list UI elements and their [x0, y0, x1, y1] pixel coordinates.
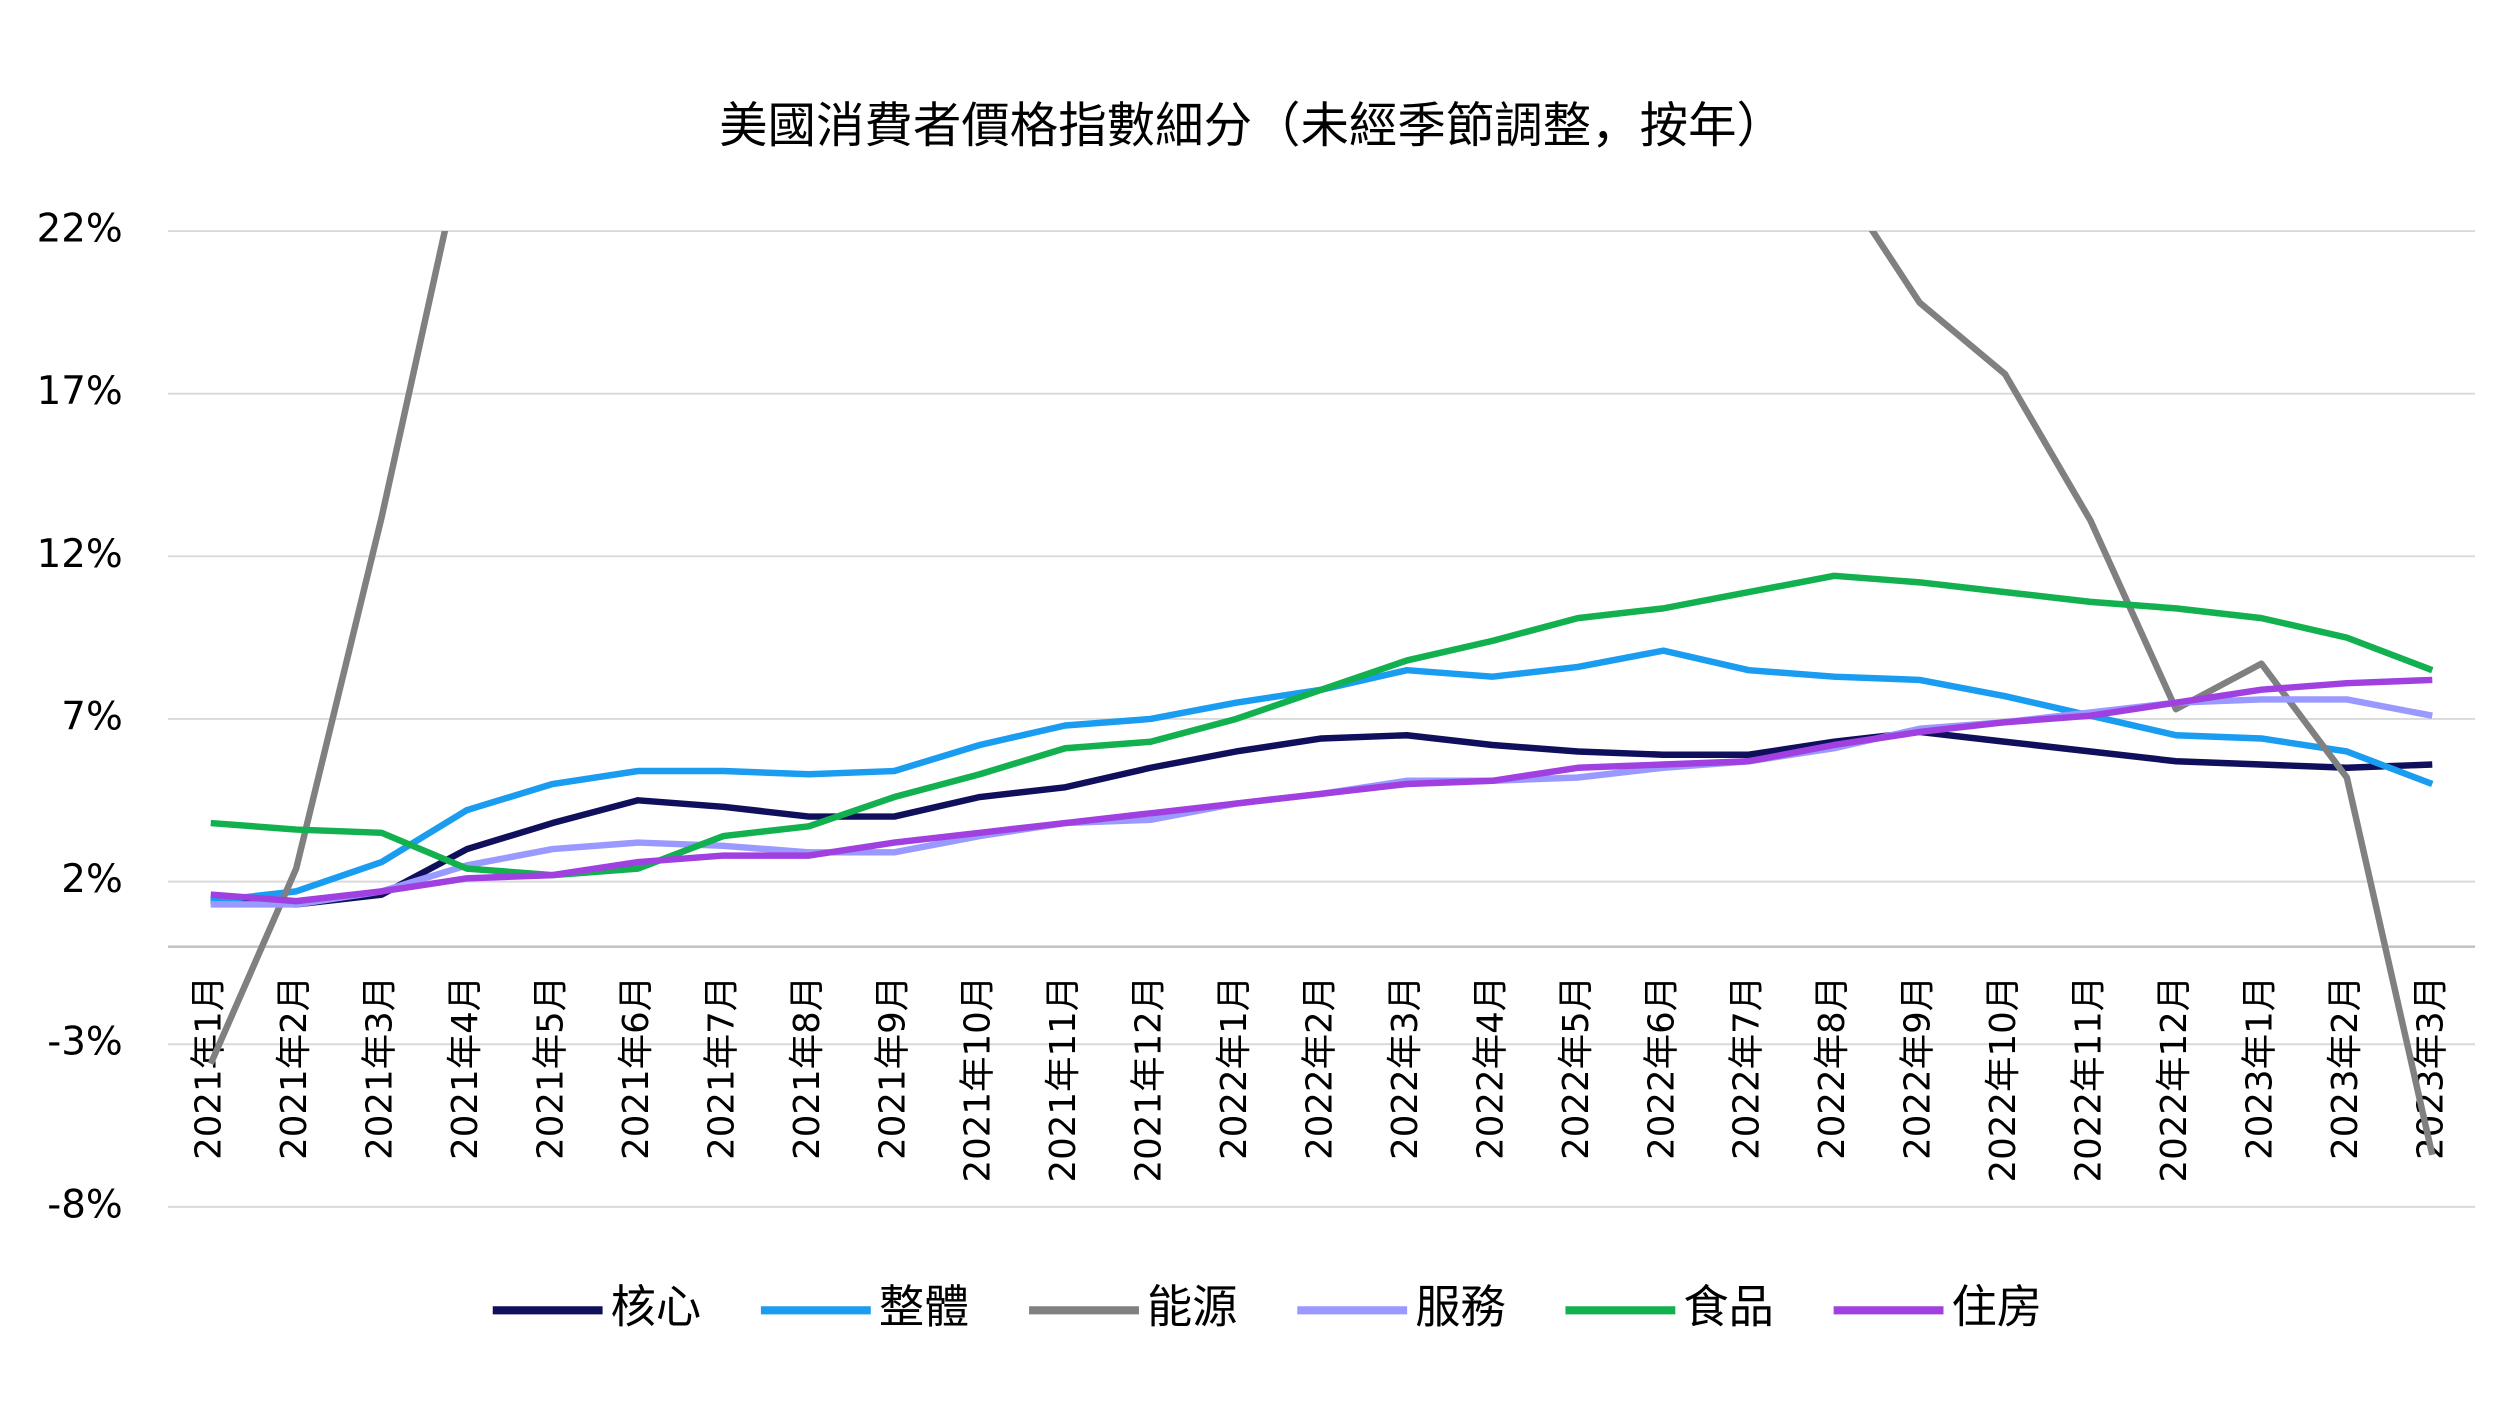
series-line [210, 572, 2434, 879]
x-tick-label: 2022年9月 [1898, 976, 1939, 1160]
x-tick-label: 2022年12月 [2154, 976, 2195, 1183]
x-tick-label: 2022年8月 [1812, 976, 1853, 1160]
x-tick-label: 2021年9月 [872, 976, 913, 1160]
x-tick-label: 2022年7月 [1727, 976, 1768, 1160]
x-tick-label: 2022年11月 [2069, 976, 2110, 1183]
series-line [207, 231, 2436, 1156]
y-tick-label: -8% [47, 1182, 122, 1227]
y-tick-label: 2% [61, 857, 122, 902]
x-tick-label: 2021年4月 [445, 976, 486, 1160]
x-tick-label: 2022年4月 [1470, 976, 1511, 1160]
x-tick-label: 2022年1月 [1214, 976, 1255, 1160]
x-tick-label: 2023年3月 [2410, 976, 2451, 1160]
y-tick-label: -3% [47, 1020, 122, 1065]
y-tick-label: 22% [37, 207, 123, 252]
y-tick-label: 12% [37, 532, 123, 577]
x-tick-label: 2021年7月 [701, 976, 742, 1160]
x-tick-label: 2021年2月 [274, 976, 315, 1160]
x-tick-label: 2021年3月 [360, 976, 401, 1160]
series-line [210, 676, 2433, 905]
x-tick-label: 2021年6月 [616, 976, 657, 1160]
x-tick-label: 2023年2月 [2325, 976, 2366, 1160]
y-tick-label: 7% [61, 694, 122, 739]
x-tick-label: 2022年10月 [1983, 976, 2024, 1183]
x-tick-label: 2021年1月 [189, 976, 230, 1160]
legend-label: 整體 [879, 1280, 969, 1333]
x-tick-label: 2021年10月 [958, 976, 999, 1183]
x-tick-label: 2021年5月 [531, 976, 572, 1160]
plot-lines [207, 231, 2436, 1156]
x-tick-label: 2022年6月 [1641, 976, 1682, 1160]
x-tick-label: 2021年12月 [1129, 976, 1170, 1183]
legend-label: 食品 [1683, 1280, 1773, 1333]
chart-title: 美國消費者價格指數細分（未經季節調整，按年） [719, 98, 1785, 154]
x-tick-label: 2022年2月 [1300, 976, 1341, 1160]
legend-label: 住房 [1952, 1280, 2042, 1333]
legend-label: 服務 [1415, 1280, 1505, 1333]
x-tick-label: 2023年1月 [2239, 976, 2280, 1160]
legend-label: 核心 [611, 1280, 701, 1333]
x-tick-label: 2021年11月 [1043, 976, 1084, 1183]
x-tick-label: 2021年8月 [787, 976, 828, 1160]
y-tick-label: 17% [37, 369, 123, 414]
legend-label: 能源 [1147, 1280, 1237, 1333]
x-tick-label: 2022年3月 [1385, 976, 1426, 1160]
series-line [210, 728, 2433, 908]
x-tick-label: 2022年5月 [1556, 976, 1597, 1160]
